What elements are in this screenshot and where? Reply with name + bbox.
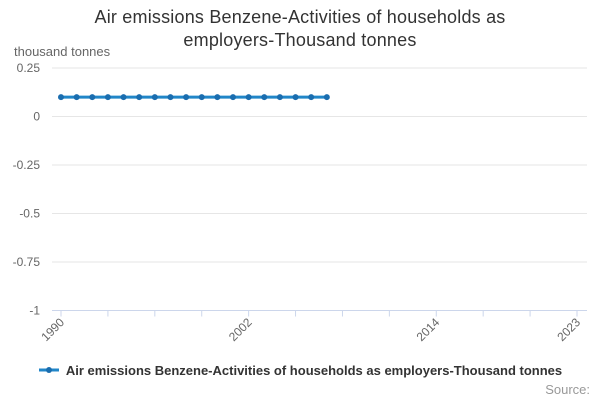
data-point-1992[interactable] bbox=[89, 94, 96, 101]
legend-marker-dot bbox=[45, 367, 52, 373]
data-point-2003[interactable] bbox=[261, 94, 268, 101]
data-point-2000[interactable] bbox=[214, 94, 221, 101]
y-tick-label: -0.75 bbox=[13, 255, 41, 269]
chart-title: Air emissions Benzene-Activities of hous… bbox=[0, 6, 600, 52]
data-point-1999[interactable] bbox=[198, 94, 205, 101]
data-point-1995[interactable] bbox=[136, 94, 143, 101]
x-tick-label: 2023 bbox=[554, 315, 583, 344]
y-tick-label: -0.25 bbox=[13, 158, 41, 172]
data-point-1996[interactable] bbox=[151, 94, 158, 101]
data-point-1994[interactable] bbox=[120, 94, 127, 101]
data-point-1998[interactable] bbox=[183, 94, 190, 101]
x-tick-label: 2002 bbox=[226, 315, 255, 344]
x-tick-label: 2014 bbox=[414, 315, 443, 344]
y-tick-label: 0 bbox=[33, 110, 40, 124]
data-point-1993[interactable] bbox=[104, 94, 111, 101]
legend: Air emissions Benzene-Activities of hous… bbox=[0, 360, 600, 380]
y-tick-label: -1 bbox=[29, 304, 40, 318]
data-point-1997[interactable] bbox=[167, 94, 174, 101]
data-point-2006[interactable] bbox=[308, 94, 315, 101]
source-credits: Source: bbox=[545, 382, 590, 397]
chart-title-line-1: Air emissions Benzene-Activities of hous… bbox=[94, 7, 506, 27]
data-point-1990[interactable] bbox=[58, 94, 64, 101]
data-point-2005[interactable] bbox=[292, 94, 299, 101]
data-point-1991[interactable] bbox=[73, 94, 80, 101]
chart-title-line-2: employers-Thousand tonnes bbox=[183, 30, 417, 50]
x-tick-label: 1990 bbox=[38, 315, 67, 344]
data-point-2002[interactable] bbox=[245, 94, 252, 101]
legend-label: Air emissions Benzene-Activities of hous… bbox=[65, 362, 563, 378]
legend-line-marker-icon bbox=[38, 367, 59, 373]
legend-item[interactable]: Air emissions Benzene-Activities of hous… bbox=[38, 363, 562, 378]
data-point-2007[interactable] bbox=[323, 94, 330, 101]
data-point-2004[interactable] bbox=[276, 94, 283, 101]
data-point-2001[interactable] bbox=[230, 94, 236, 101]
y-tick-label: 0.25 bbox=[17, 61, 41, 75]
y-tick-label: -0.5 bbox=[19, 207, 40, 221]
y-axis-unit-label: thousand tonnes bbox=[14, 44, 111, 59]
